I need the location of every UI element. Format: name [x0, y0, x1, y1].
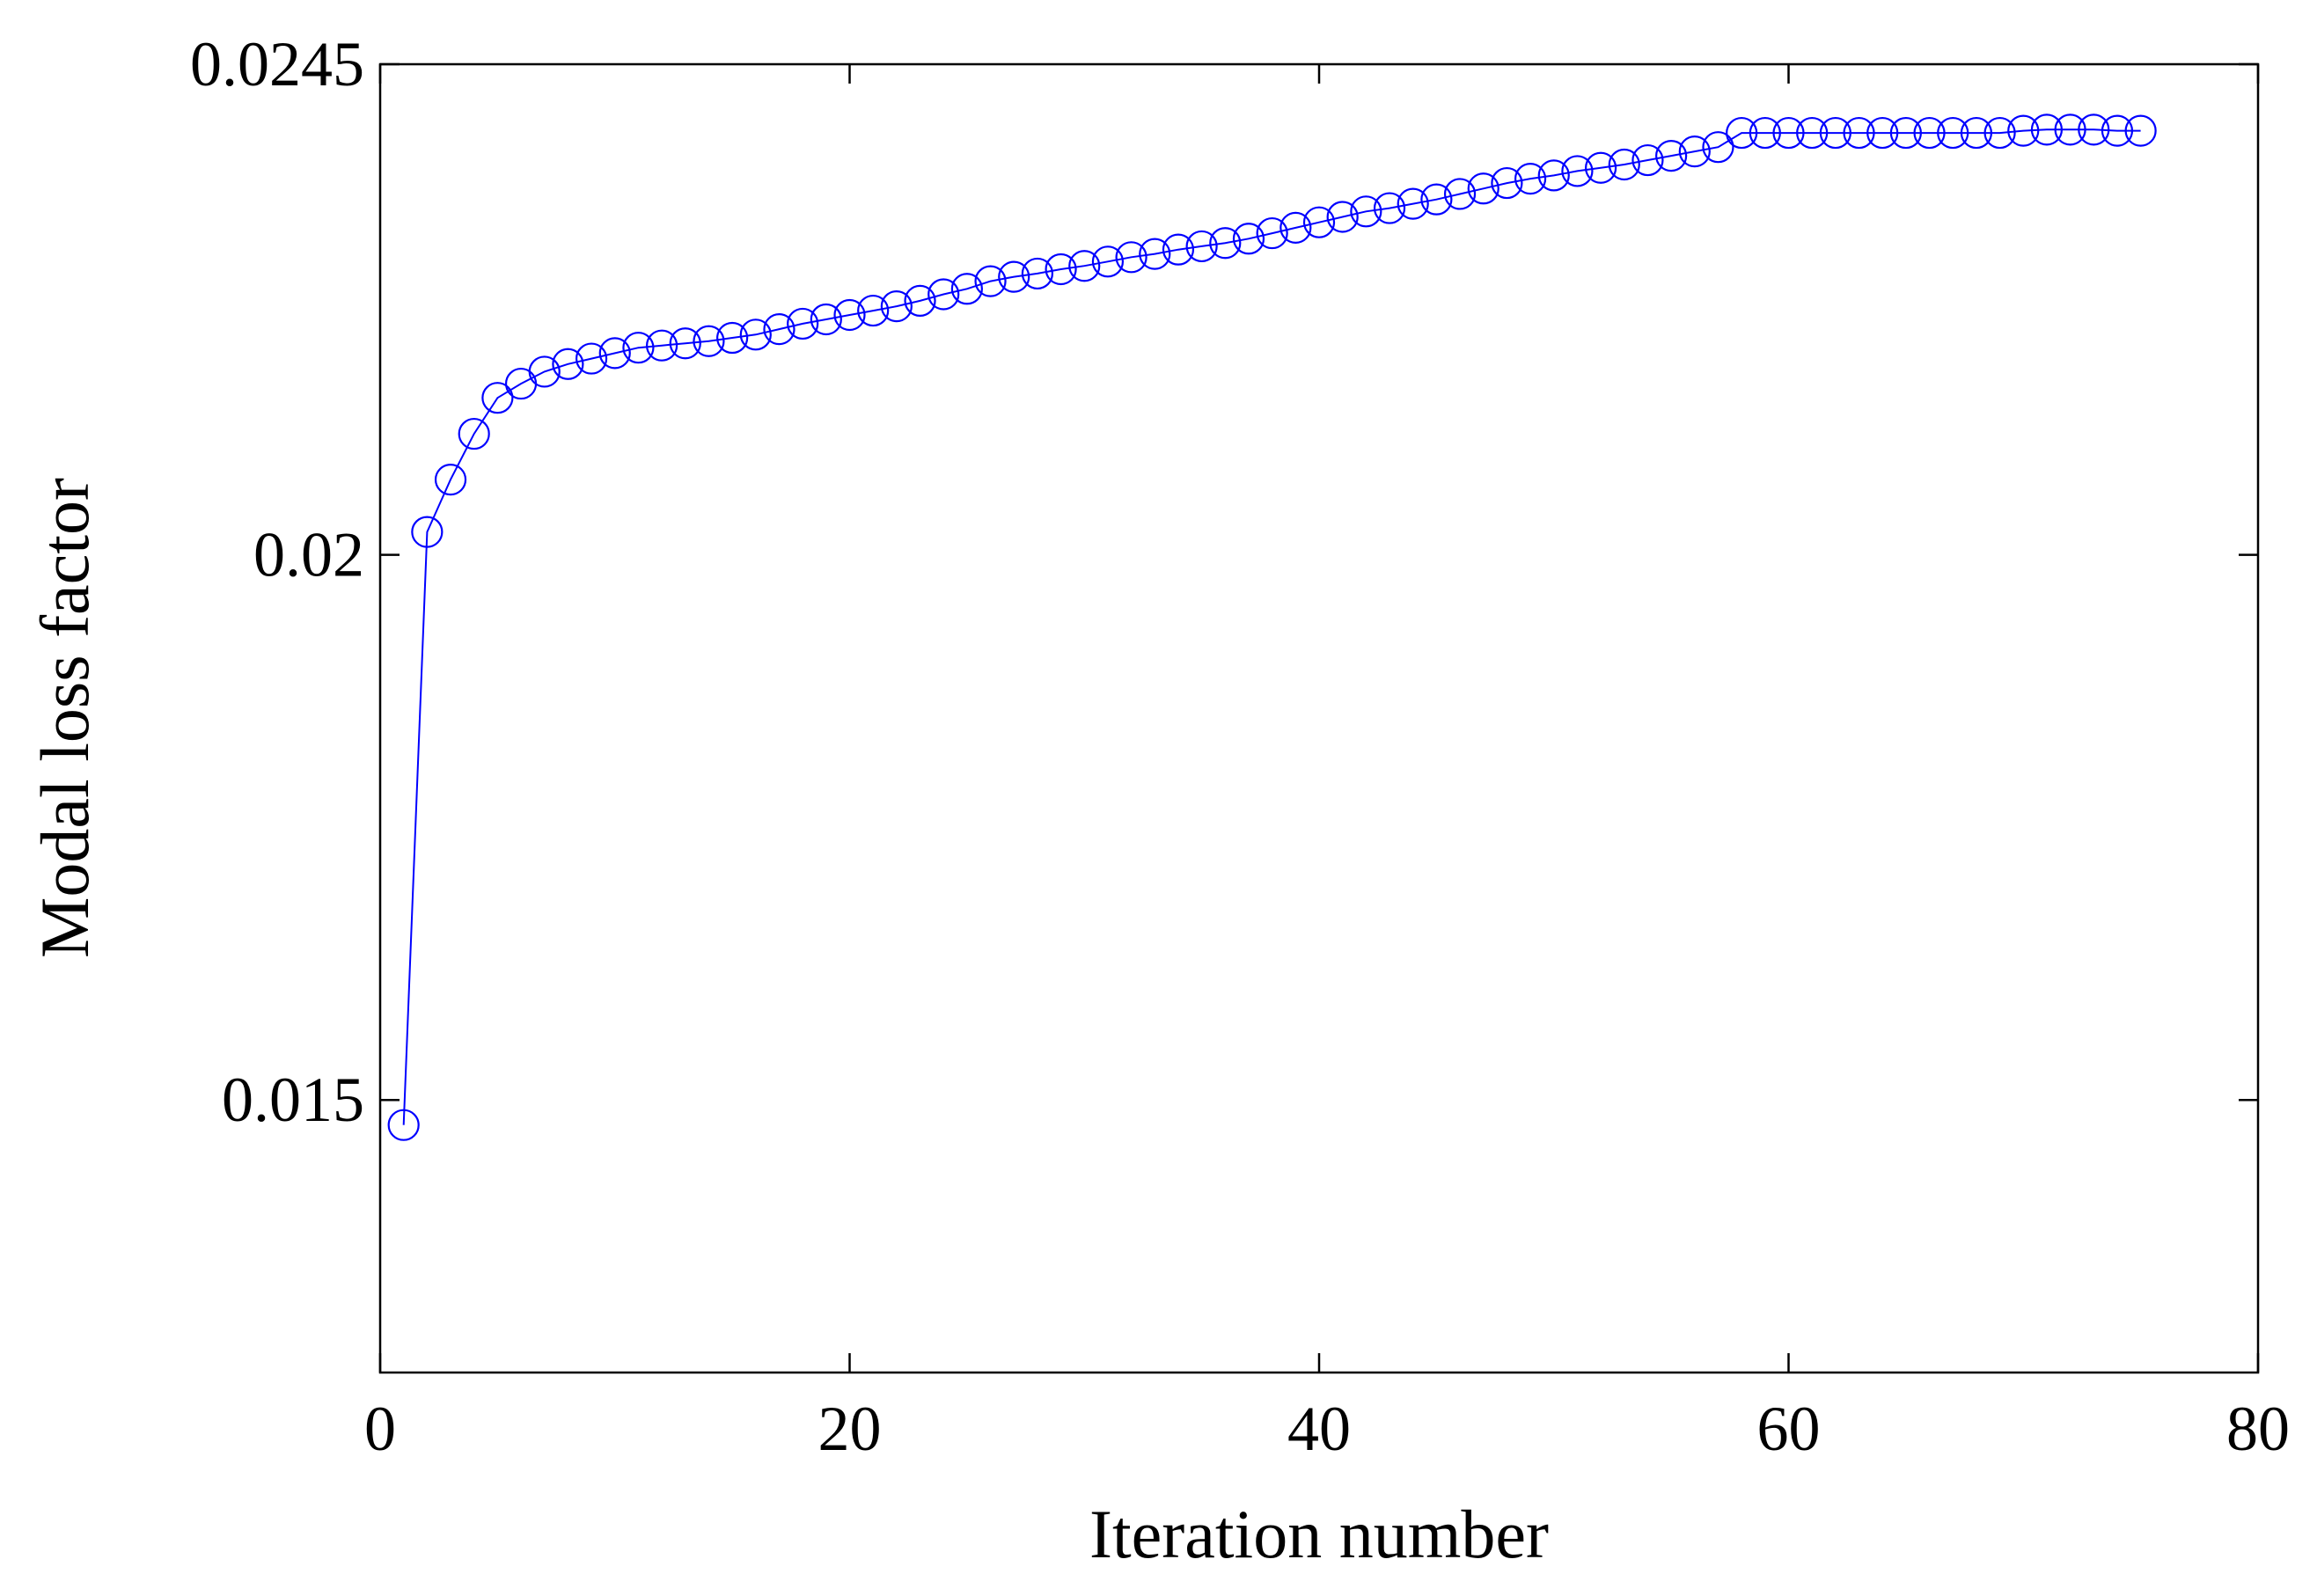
data-point [1045, 253, 1077, 286]
y-axis: 0.015 0.02 0.0245 [190, 29, 2258, 1135]
data-point [1302, 206, 1336, 238]
data-point [669, 327, 701, 360]
data-point [1185, 230, 1218, 263]
y-tick-label: 0.0245 [190, 29, 364, 99]
data-point [1678, 135, 1711, 168]
data-point [1913, 116, 1946, 150]
data-point [974, 265, 1007, 297]
data-point [552, 348, 584, 380]
data-point [1021, 257, 1054, 290]
data-point [1843, 116, 1875, 150]
data-point [2007, 114, 2040, 147]
data-point [928, 278, 960, 311]
data-point [1162, 233, 1195, 266]
data-point [575, 342, 608, 375]
data-point [1819, 116, 1851, 150]
data-point [1749, 116, 1781, 150]
data-point [857, 294, 890, 327]
data-point [1631, 143, 1664, 177]
data-point [1232, 223, 1265, 255]
data-point [1608, 148, 1640, 181]
x-tick-label: 40 [1287, 1394, 1351, 1464]
data-point [833, 298, 866, 332]
data-point [645, 329, 678, 362]
x-axis: 0 20 40 60 80 [364, 64, 2290, 1464]
data-point [1139, 238, 1171, 270]
data-point [1726, 116, 1758, 150]
data-point [739, 318, 772, 351]
data-point [1091, 245, 1125, 278]
x-axis-label: Iteration number [1089, 1496, 1549, 1572]
data-point [1537, 159, 1570, 192]
data-point [1584, 151, 1617, 184]
data-point [1889, 116, 1922, 150]
data-point [1796, 116, 1829, 150]
data-point [411, 516, 444, 548]
x-tick-label: 0 [364, 1394, 396, 1464]
data-point [763, 313, 796, 346]
series-layer [387, 113, 2157, 1141]
y-tick-label: 0.02 [253, 520, 364, 590]
data-point [1937, 116, 1969, 150]
data-point [810, 303, 842, 336]
data-point [1279, 211, 1312, 244]
data-point [2101, 114, 2134, 147]
data-point [1655, 139, 1688, 172]
data-point [1514, 163, 1547, 195]
data-point [598, 337, 631, 370]
data-point [1772, 116, 1805, 150]
data-point [2054, 113, 2086, 146]
data-point [1983, 116, 2016, 150]
data-point [693, 325, 725, 357]
data-point [1209, 227, 1242, 260]
data-point [1561, 155, 1594, 187]
data-point [1350, 195, 1382, 228]
x-tick-label: 80 [2226, 1394, 2290, 1464]
y-tick-label: 0.015 [222, 1065, 364, 1135]
data-point [950, 273, 983, 305]
data-point [904, 284, 936, 317]
data-point [528, 355, 561, 388]
data-point [2030, 113, 2064, 146]
data-point [1256, 216, 1288, 250]
data-point [787, 307, 819, 340]
plot-area [380, 64, 2258, 1373]
data-point [1373, 192, 1406, 224]
data-point [1702, 131, 1734, 164]
data-point [622, 332, 655, 364]
data-point [1068, 250, 1101, 282]
data-point [1960, 116, 1992, 150]
data-point [458, 417, 490, 450]
data-point [1115, 241, 1148, 274]
data-point [1326, 201, 1359, 233]
data-point [1443, 178, 1477, 210]
data-point [481, 382, 514, 414]
data-point [1491, 166, 1523, 200]
data-point [1420, 183, 1453, 216]
data-point [1467, 172, 1499, 205]
data-point [434, 464, 467, 496]
data-point [1866, 116, 1899, 150]
y-axis-label: Modal loss factor [26, 478, 103, 958]
data-point [716, 321, 749, 355]
data-point [2124, 114, 2157, 147]
data-point [1397, 187, 1429, 220]
data-point [2078, 113, 2110, 146]
data-point [387, 1109, 420, 1141]
data-point [880, 289, 913, 323]
x-tick-label: 20 [818, 1394, 882, 1464]
x-tick-label: 60 [1757, 1394, 1821, 1464]
data-point [998, 260, 1030, 293]
